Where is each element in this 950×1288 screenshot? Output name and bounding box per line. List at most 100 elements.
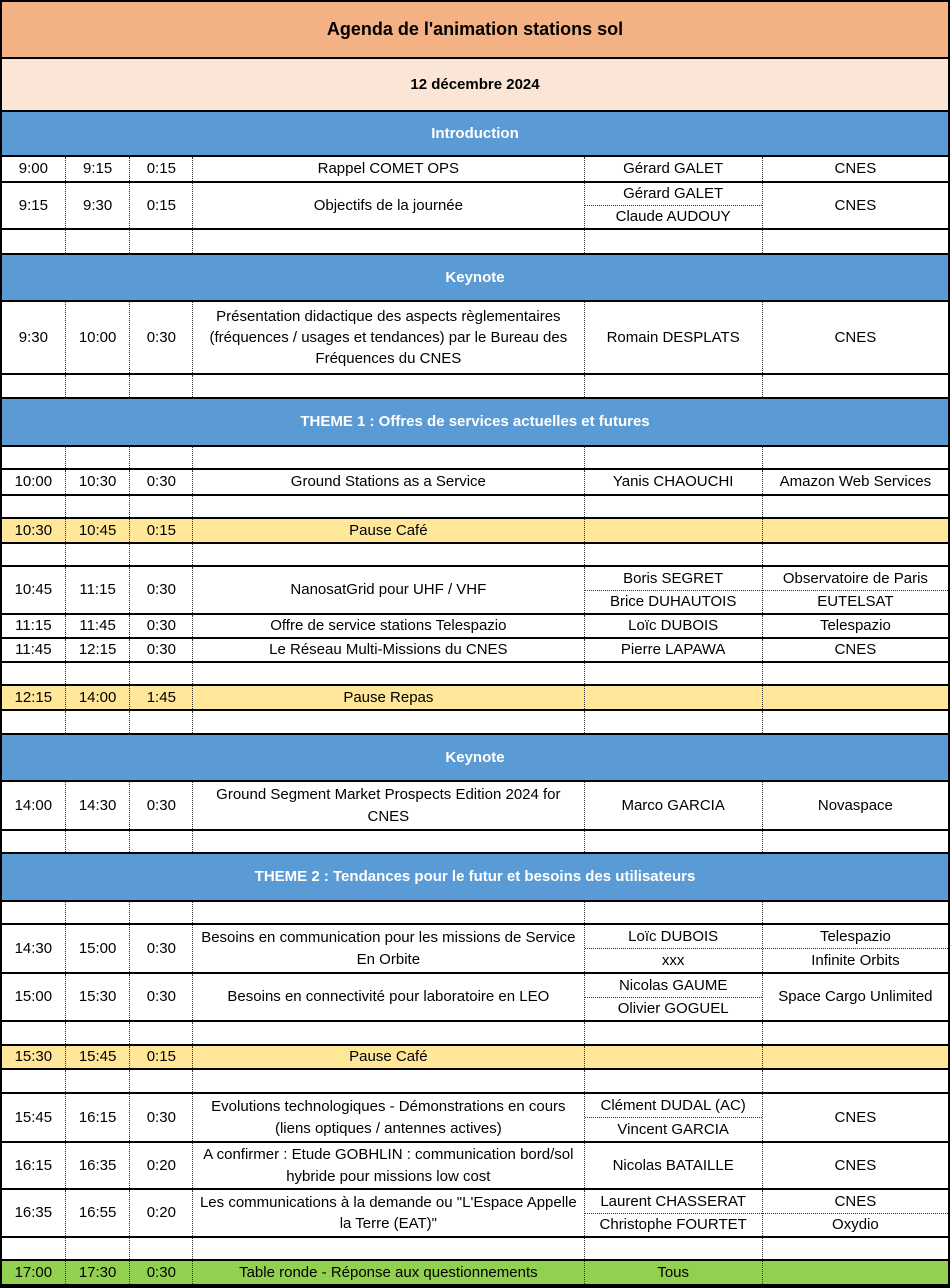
spacer-cell bbox=[66, 1238, 131, 1259]
spacer-cell bbox=[763, 711, 948, 733]
final-row: 17:00 17:30 0:30 Table ronde - Réponse aux … bbox=[2, 1261, 948, 1286]
speaker-name: Christophe FOURTET bbox=[584, 1212, 762, 1237]
session-title-cell: Evolutions technologiques - Démonstratio… bbox=[193, 1094, 585, 1141]
spacer-row bbox=[2, 711, 948, 735]
pause-label-cell: Pause Café bbox=[193, 1046, 585, 1068]
end-time-cell: 12:15 bbox=[66, 639, 131, 661]
spacer-cell bbox=[193, 496, 585, 517]
spacer-cell bbox=[66, 831, 131, 852]
spacer-cell bbox=[585, 1022, 763, 1044]
spacer-cell bbox=[585, 831, 763, 852]
speaker-name: Loïc DUBOIS bbox=[628, 927, 719, 945]
duration-cell: 0:20 bbox=[130, 1190, 194, 1236]
spacer-cell bbox=[763, 447, 948, 468]
duration-cell: 0:15 bbox=[130, 157, 194, 181]
spacer-cell bbox=[2, 1070, 66, 1092]
start-time-cell: 10:30 bbox=[2, 519, 66, 542]
spacer-cell bbox=[66, 1070, 131, 1092]
spacer-cell bbox=[66, 447, 131, 468]
pause-label-cell: Pause Repas bbox=[193, 686, 585, 709]
duration-cell: 0:30 bbox=[130, 615, 194, 637]
organization-name: Oxydio bbox=[762, 1212, 948, 1237]
organization-cell: Telespazio bbox=[819, 617, 891, 635]
spacer-cell bbox=[585, 1238, 763, 1259]
spacer-cell bbox=[2, 230, 66, 253]
end-time-cell: 11:15 bbox=[66, 567, 131, 613]
spacer-row bbox=[2, 1022, 948, 1046]
end-time-cell: 17:30 bbox=[66, 1261, 131, 1284]
speaker-name: Vincent GARCIA bbox=[584, 1117, 762, 1141]
end-time-cell: 16:55 bbox=[66, 1190, 131, 1236]
start-time-cell: 16:15 bbox=[2, 1143, 66, 1188]
spacer-row bbox=[2, 230, 948, 255]
session-row: 9:00 9:15 0:15 Rappel COMET OPS Gérard GALET… bbox=[2, 157, 948, 183]
spacer-cell bbox=[66, 496, 131, 517]
schedule-body: Introduction 9:00 9:15 0:15 Rappel COMET OPS… bbox=[2, 112, 948, 1286]
speaker-cell: Nicolas BATAILLE bbox=[585, 1143, 763, 1188]
spacer-cell bbox=[193, 447, 585, 468]
spacer-cell bbox=[130, 447, 194, 468]
speaker-name: Olivier GOGUEL bbox=[584, 996, 762, 1021]
session-row: 14:00 14:30 0:30 Ground Segment Market Pros… bbox=[2, 782, 948, 831]
speaker-cell: Gérard GALET Claude AUDOUY bbox=[584, 183, 763, 228]
start-time-cell: 9:30 bbox=[2, 302, 66, 373]
spacer-row bbox=[2, 496, 948, 519]
start-time-cell: 10:45 bbox=[2, 567, 66, 613]
start-time-cell: 15:45 bbox=[2, 1094, 66, 1141]
speaker-cell: Boris SEGRET Brice DUHAUTOIS bbox=[584, 567, 763, 614]
section-title: Keynote bbox=[445, 268, 505, 286]
spacer-cell bbox=[763, 544, 948, 565]
start-time-cell: 15:30 bbox=[2, 1046, 66, 1068]
spacer-cell bbox=[130, 663, 194, 684]
start-time-cell: 17:00 bbox=[2, 1261, 66, 1284]
organization-cell: Novaspace bbox=[817, 796, 893, 814]
spacer-cell bbox=[763, 375, 948, 397]
speaker-name: Boris SEGRET bbox=[623, 569, 724, 587]
spacer-cell bbox=[585, 902, 763, 923]
end-time-cell: 10:00 bbox=[66, 302, 131, 373]
organization-name: Observatoire de Paris bbox=[782, 569, 928, 587]
spacer-cell bbox=[130, 496, 194, 517]
session-title-cell: Présentation didactique des aspects règl… bbox=[193, 302, 585, 373]
start-time-cell: 11:45 bbox=[2, 639, 66, 661]
duration-cell: 0:30 bbox=[130, 470, 194, 494]
organization-cell: CNES bbox=[834, 328, 877, 346]
session-title-cell: Les communications à la demande ou "L'Es… bbox=[193, 1190, 585, 1236]
section-row: Keynote bbox=[2, 255, 948, 302]
spacer-cell bbox=[585, 663, 763, 684]
organization-cell: Telespazio Infinite Orbits bbox=[762, 925, 948, 972]
spacer-cell bbox=[193, 831, 585, 852]
speaker-cell: Tous bbox=[585, 1261, 763, 1284]
spacer-cell bbox=[66, 230, 131, 253]
session-title-cell: Ground Segment Market Prospects Edition … bbox=[193, 782, 585, 829]
section-title: Keynote bbox=[445, 748, 505, 766]
spacer-cell bbox=[585, 544, 763, 565]
spacer-cell bbox=[130, 375, 194, 397]
end-time-cell: 9:15 bbox=[66, 157, 131, 181]
speaker-name: Nicolas GAUME bbox=[618, 976, 728, 994]
organization-cell: Space Cargo Unlimited bbox=[778, 988, 933, 1006]
spacer-cell bbox=[763, 1022, 948, 1044]
spacer-cell bbox=[66, 544, 131, 565]
spacer-cell bbox=[2, 375, 66, 397]
end-time-cell: 15:45 bbox=[66, 1046, 131, 1068]
spacer-row bbox=[2, 902, 948, 925]
speaker-cell: Loïc DUBOIS bbox=[585, 615, 763, 637]
organization-cell bbox=[763, 1261, 948, 1284]
start-time-cell: 12:15 bbox=[2, 686, 66, 709]
speaker-name: Brice DUHAUTOIS bbox=[584, 589, 762, 614]
organization-name: CNES bbox=[834, 1192, 877, 1210]
session-row: 16:35 16:55 0:20 Les communications à la de… bbox=[2, 1190, 948, 1238]
session-title-cell: Besoins en connectivité pour laboratoire… bbox=[193, 974, 585, 1020]
spacer-cell bbox=[66, 663, 131, 684]
organization-name: EUTELSAT bbox=[762, 589, 948, 614]
session-row: 11:15 11:45 0:30 Offre de service stations … bbox=[2, 615, 948, 639]
duration-cell: 0:30 bbox=[130, 567, 194, 613]
spacer-cell bbox=[585, 375, 763, 397]
duration-cell: 0:15 bbox=[130, 1046, 194, 1068]
end-time-cell: 11:45 bbox=[66, 615, 131, 637]
speaker-name: Laurent CHASSERAT bbox=[600, 1192, 746, 1210]
session-title-cell: Le Réseau Multi-Missions du CNES bbox=[193, 639, 585, 661]
start-time-cell: 14:00 bbox=[2, 782, 66, 829]
